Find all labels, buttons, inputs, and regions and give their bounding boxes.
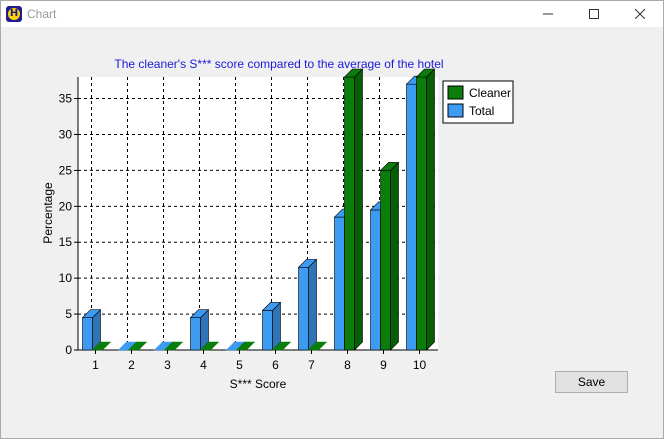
- bar-cleaner-9: [379, 161, 400, 351]
- x-tick-label: 10: [413, 358, 427, 372]
- close-icon: [635, 9, 645, 19]
- bar-cleaner-1: [91, 341, 112, 351]
- bar-cleaner-4: [199, 341, 220, 351]
- chart-title: The cleaner's S*** score compared to the…: [114, 57, 443, 71]
- bar-total-1: [81, 308, 102, 351]
- x-tick-label: 8: [344, 358, 351, 372]
- y-axis-label: Percentage: [41, 182, 55, 244]
- y-tick-label: 10: [59, 271, 73, 285]
- app-icon: H: [6, 6, 22, 22]
- y-tick-label: 20: [59, 199, 73, 213]
- x-tick-label: 1: [92, 358, 99, 372]
- bar-cleaner-8: [343, 68, 364, 351]
- x-tick-label: 9: [380, 358, 387, 372]
- window-title: Chart: [27, 7, 57, 21]
- bar-cleaner-2: [127, 341, 148, 351]
- legend-swatch-total: [447, 103, 464, 118]
- bar-cleaner-7: [307, 341, 328, 351]
- x-tick-label: 3: [164, 358, 171, 372]
- bar-total-6: [261, 301, 282, 351]
- y-tick-label: 0: [65, 343, 72, 357]
- x-tick-label: 2: [128, 358, 135, 372]
- bar-total-4: [189, 308, 210, 351]
- save-button[interactable]: Save: [555, 371, 628, 393]
- x-axis-label: S*** Score: [230, 377, 287, 391]
- x-tick-label: 7: [308, 358, 315, 372]
- chart: 0 5 10 15 20 25 30 35 1 2 3 4 5 6 7 8 9 10 The cleaner's S…: [41, 57, 514, 391]
- y-tick-label: 30: [59, 127, 73, 141]
- minimize-icon: [543, 13, 553, 15]
- bar-cleaner-5: [235, 341, 256, 351]
- x-tick-label: 6: [272, 358, 279, 372]
- title-bar: H Chart: [1, 1, 663, 27]
- x-tick-label: 5: [236, 358, 243, 372]
- maximize-button[interactable]: [571, 1, 617, 27]
- bar-total-7: [297, 258, 318, 351]
- legend-swatch-cleaner: [447, 85, 464, 100]
- y-tick-label: 35: [59, 92, 73, 106]
- legend-label-total: Total: [469, 104, 494, 118]
- y-tick-label: 15: [59, 235, 73, 249]
- bar-cleaner-3: [163, 341, 184, 351]
- close-button[interactable]: [617, 1, 663, 27]
- minimize-button[interactable]: [525, 1, 571, 27]
- y-tick-label: 25: [59, 163, 73, 177]
- x-tick-label: 4: [200, 358, 207, 372]
- bar-cleaner-10: [415, 68, 436, 351]
- legend-label-cleaner: Cleaner: [469, 86, 511, 100]
- y-tick-label: 5: [65, 307, 72, 321]
- bar-cleaner-6: [271, 341, 292, 351]
- maximize-icon: [589, 9, 599, 19]
